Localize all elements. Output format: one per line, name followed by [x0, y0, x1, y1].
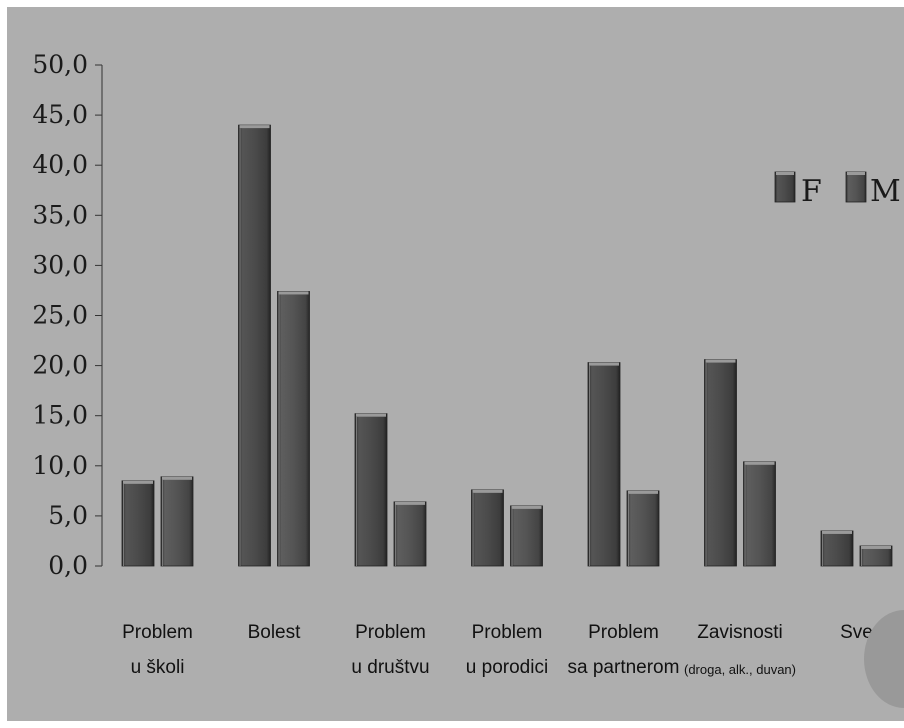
bar-f-2: [238, 124, 271, 567]
bar-m-2-top: [278, 291, 309, 295]
y-axis: 0,0 5,0 10,0 15,0 20,0 25,0 30,0 35,0 40,0 45,0 50…: [32, 50, 103, 580]
x-tick-sublabel-4: u porodici: [466, 657, 548, 678]
bar-f-2-top: [239, 125, 270, 129]
bar-f-7: [820, 530, 854, 567]
x-tick-labels: Problem u školi Bolest Problem u društvu Prob…: [122, 622, 873, 678]
y-tick-label: 35,0: [32, 200, 88, 229]
legend-label-f: F: [801, 174, 822, 209]
bar-m-7: [859, 545, 893, 567]
bar-m-2: [277, 291, 310, 567]
bar-f-3-top: [356, 413, 386, 417]
bar-f-7-top: [822, 530, 852, 534]
x-tick-sublabel-5: sa partnerom: [568, 657, 680, 678]
legend-label-m: M: [870, 174, 901, 209]
bar-f-1: [121, 480, 155, 567]
bar-m-5: [626, 490, 660, 567]
bar-m-7-top: [861, 545, 891, 549]
y-tick-label: 10,0: [32, 451, 88, 480]
x-tick-label-2: Bolest: [248, 622, 302, 643]
bar-f-4-top: [472, 489, 503, 493]
bar-f-1-top: [123, 480, 153, 484]
bar-m-4: [510, 505, 543, 567]
legend-swatch-top-m: [847, 172, 865, 175]
x-tick-sublabel-1: u školi: [131, 657, 185, 678]
slide-background: [7, 7, 904, 721]
x-tick-sublabel-6: (droga, alk., duvan): [684, 662, 796, 677]
bar-f-5-top: [589, 362, 619, 366]
bar-m-5-top: [628, 490, 658, 494]
bar-m-1-top: [162, 476, 192, 480]
x-tick-sublabel-3: u društvu: [351, 657, 429, 678]
x-tick-label-7: Sve: [840, 622, 873, 643]
y-tick-label: 45,0: [32, 100, 88, 129]
legend-swatch-f: [774, 171, 796, 203]
x-tick-label-4: Problem: [472, 622, 543, 643]
decorative-circle: [864, 610, 904, 708]
bar-m-6-top: [744, 461, 775, 465]
x-tick-label-3: Problem: [355, 622, 426, 643]
bar-f-6-top: [705, 359, 736, 363]
bar-m-1: [160, 476, 194, 567]
bar-m-6: [743, 461, 776, 567]
y-tick-label: 5,0: [48, 501, 88, 530]
y-tick-label: 30,0: [32, 250, 88, 279]
x-tick-label-1: Problem: [122, 622, 193, 643]
bar-f-5: [587, 362, 621, 567]
bars: [121, 124, 893, 567]
y-tick-label: 40,0: [32, 150, 88, 179]
x-tick-label-5: Problem: [588, 622, 659, 643]
y-tick-label: 15,0: [32, 401, 88, 430]
bar-f-6: [704, 359, 737, 567]
y-tick-label: 20,0: [32, 351, 88, 380]
legend-swatch-top-f: [776, 172, 794, 175]
y-tick-label: 0,0: [48, 551, 88, 580]
y-tick-label: 25,0: [32, 301, 88, 330]
bar-f-3: [354, 413, 388, 567]
x-tick-label-6: Zavisnosti: [697, 622, 783, 643]
bar-f-4: [471, 489, 504, 567]
y-tick-label: 50,0: [32, 50, 88, 79]
bar-m-4-top: [511, 505, 542, 509]
bar-m-3: [393, 501, 427, 567]
bar-m-3-top: [395, 501, 425, 505]
legend-swatch-m: [845, 171, 867, 203]
